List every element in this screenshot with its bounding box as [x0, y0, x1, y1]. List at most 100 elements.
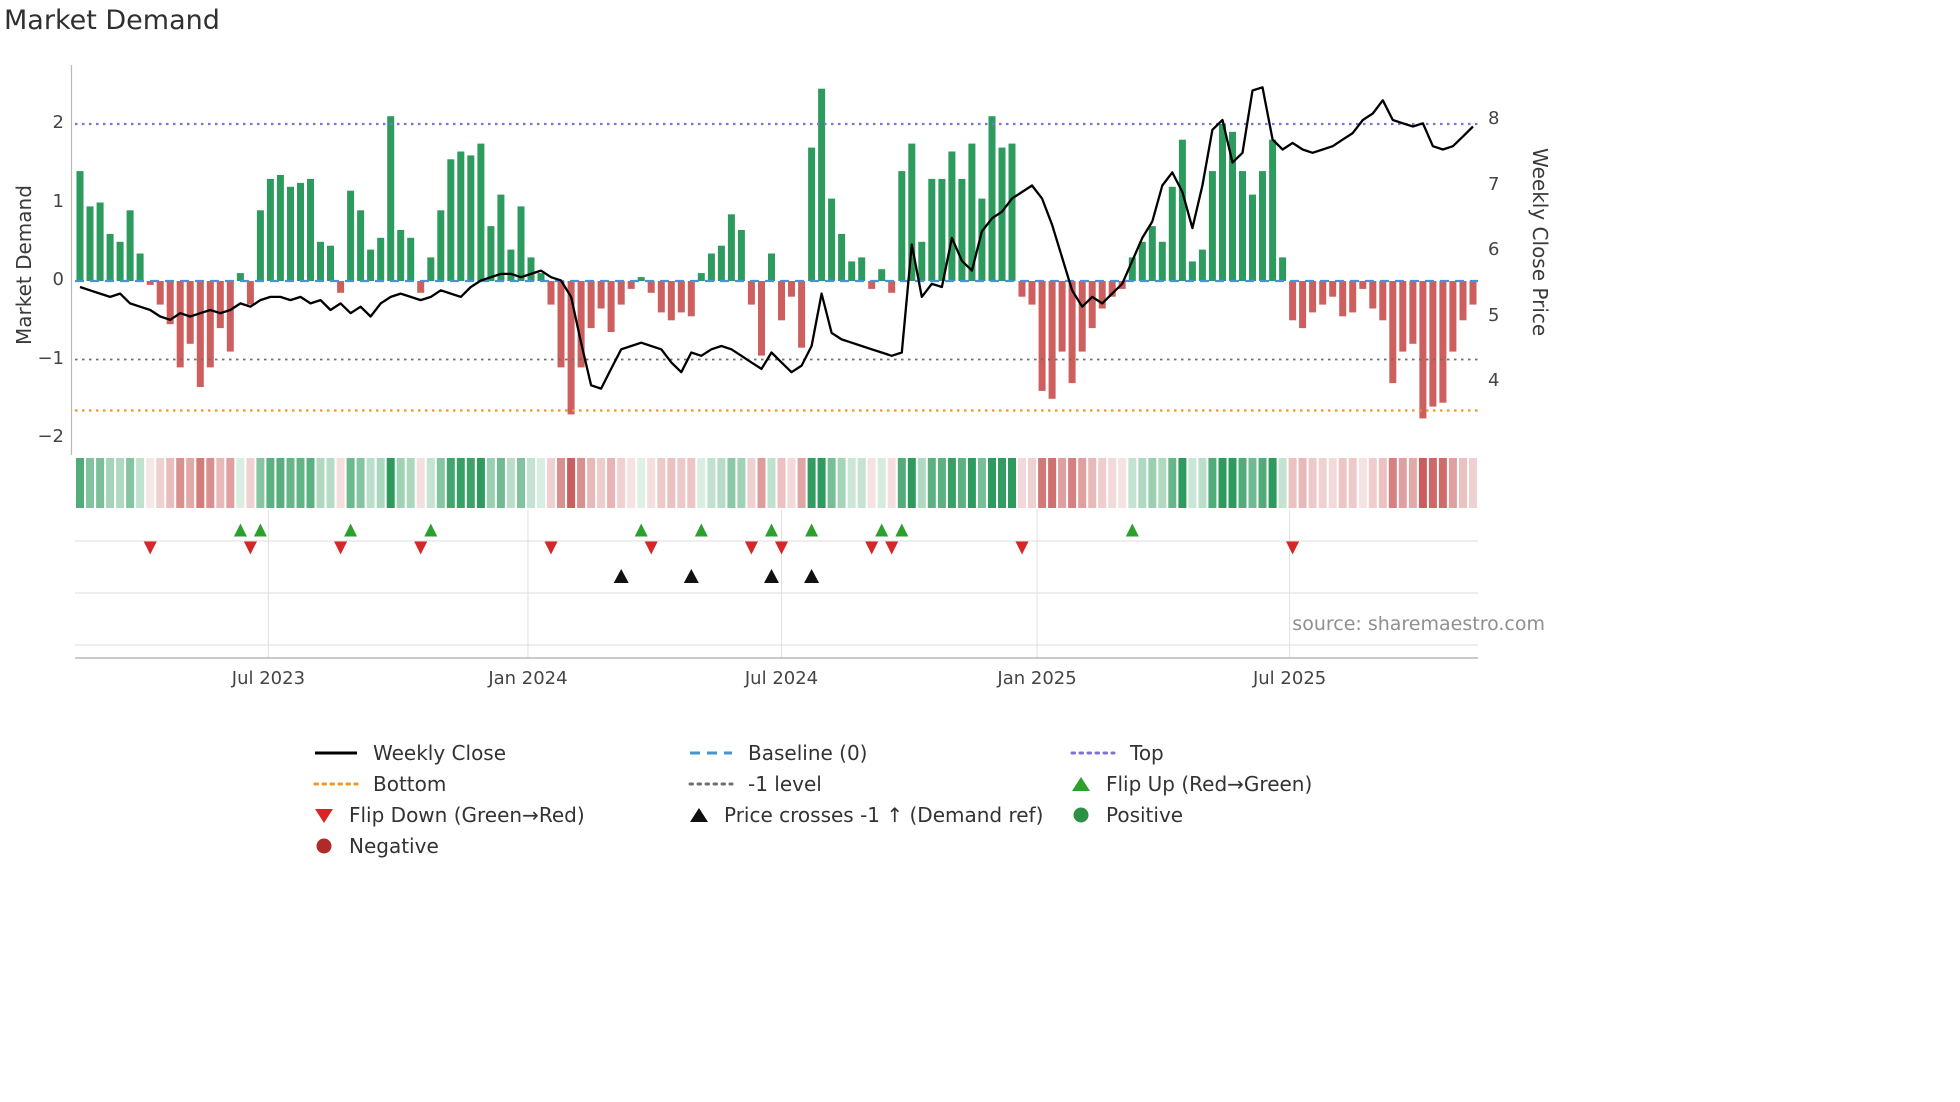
- heatmap-cell: [426, 458, 435, 508]
- heatmap-cell: [96, 458, 105, 508]
- demand-bar: [1158, 241, 1166, 282]
- heatmap-cell: [1248, 458, 1257, 508]
- left-y-tick-label: 1: [52, 190, 64, 212]
- heatmap-cell: [1018, 458, 1026, 508]
- heatmap-cell: [1038, 458, 1047, 508]
- heatmap-cell: [1308, 458, 1317, 508]
- heatmap-cell: [1008, 458, 1016, 508]
- heatmap-cell: [887, 458, 896, 508]
- heatmap-cell: [376, 458, 385, 508]
- heatmap-cell: [1388, 458, 1397, 508]
- right-y-tick-label: 7: [1488, 173, 1500, 195]
- demand-bar: [577, 281, 585, 368]
- demand-bar: [798, 281, 806, 348]
- demand-bar: [1068, 281, 1076, 384]
- demand-bar: [948, 151, 956, 281]
- heatmap-cell: [577, 458, 586, 508]
- demand-bar: [1148, 226, 1156, 281]
- demand-bar: [1048, 281, 1056, 399]
- demand-bar: [1239, 171, 1246, 281]
- demand-bar: [1269, 139, 1277, 281]
- heatmap-cell: [707, 458, 716, 508]
- legend-entry: Positive: [1070, 799, 1312, 830]
- demand-bar: [136, 253, 144, 281]
- demand-bar: [176, 281, 184, 368]
- heatmap-cell: [847, 458, 856, 508]
- demand-bar: [327, 245, 334, 281]
- flip-up-marker: [1125, 523, 1139, 537]
- heatmap-cell: [988, 458, 996, 508]
- heatmap-cell: [1408, 458, 1417, 508]
- heatmap-cell: [1469, 458, 1477, 508]
- heatmap-cell: [76, 458, 84, 508]
- line-legend-icon: [1070, 742, 1116, 764]
- demand-bar: [1309, 281, 1317, 313]
- demand-bar: [918, 241, 926, 282]
- heatmap-cell: [937, 458, 946, 508]
- flip-up-marker: [424, 523, 438, 537]
- demand-bar: [1128, 257, 1136, 281]
- heatmap-cell: [867, 458, 876, 508]
- demand-bar: [687, 281, 695, 317]
- demand-bar: [607, 281, 615, 332]
- demand-bar: [96, 202, 104, 281]
- right-y-tick-label: 5: [1488, 304, 1500, 326]
- heatmap-cell: [977, 458, 986, 508]
- heatmap-cell: [1208, 458, 1217, 508]
- circle-legend-icon: [313, 835, 335, 857]
- chart-title: Market Demand: [4, 5, 220, 36]
- demand-bar: [256, 210, 264, 281]
- legend-column-2: Baseline (0) -1 level Price crosses -1 ↑ (…: [688, 737, 1043, 830]
- x-tick-label: Jul 2023: [231, 668, 306, 689]
- line-legend-icon: [313, 773, 359, 795]
- demand-bar: [597, 281, 605, 309]
- heatmap-cell: [607, 458, 616, 508]
- heatmap-cell: [456, 458, 465, 508]
- demand-bar: [758, 281, 765, 356]
- triangle-up-legend-icon: [1070, 774, 1092, 794]
- x-tick-label: Jan 2025: [997, 668, 1077, 689]
- heatmap-cell: [967, 458, 976, 508]
- heatmap-cell: [1298, 458, 1307, 508]
- heatmap-cell: [1278, 458, 1287, 508]
- flip-up-marker: [233, 523, 247, 537]
- demand-bar: [1449, 281, 1457, 352]
- legend-label: Flip Down (Green→Red): [349, 802, 585, 827]
- demand-bar: [1369, 281, 1377, 309]
- heatmap-cell: [1068, 458, 1077, 508]
- heatmap-cell: [1258, 458, 1267, 508]
- demand-bar: [587, 281, 595, 329]
- demand-bar: [898, 171, 906, 281]
- heatmap-cell: [1168, 458, 1177, 508]
- demand-bar: [717, 245, 725, 281]
- heatmap-cell: [416, 458, 425, 508]
- heatmap-cell: [1348, 458, 1357, 508]
- heatmap-cell: [1198, 458, 1207, 508]
- heatmap-cell: [947, 458, 956, 508]
- heatmap-cell: [476, 458, 485, 508]
- source-credit: source: sharemaestro.com: [1292, 613, 1545, 635]
- heatmap-cell: [1188, 458, 1197, 508]
- demand-bar: [357, 210, 365, 281]
- heatmap-cell: [326, 458, 335, 508]
- heatmap-cell: [1228, 458, 1237, 508]
- demand-bar: [1299, 281, 1307, 329]
- heatmap-cell: [1288, 458, 1297, 508]
- demand-bar: [1078, 281, 1086, 352]
- demand-bar: [838, 233, 846, 281]
- demand-bar: [1359, 281, 1367, 289]
- demand-bar: [457, 151, 465, 281]
- demand-bar: [858, 257, 866, 281]
- demand-bar: [116, 241, 124, 282]
- demand-bar: [828, 198, 836, 281]
- heatmap-cell: [1078, 458, 1087, 508]
- heatmap-cell: [757, 458, 766, 508]
- heatmap-cell: [256, 458, 265, 508]
- demand-bar: [427, 257, 435, 281]
- heatmap-cell: [1448, 458, 1457, 508]
- demand-bar: [1329, 281, 1337, 297]
- heatmap-cell: [727, 458, 736, 508]
- heatmap-cell: [186, 458, 195, 508]
- left-y-tick-label: −1: [37, 347, 64, 369]
- heatmap-cell: [286, 458, 295, 508]
